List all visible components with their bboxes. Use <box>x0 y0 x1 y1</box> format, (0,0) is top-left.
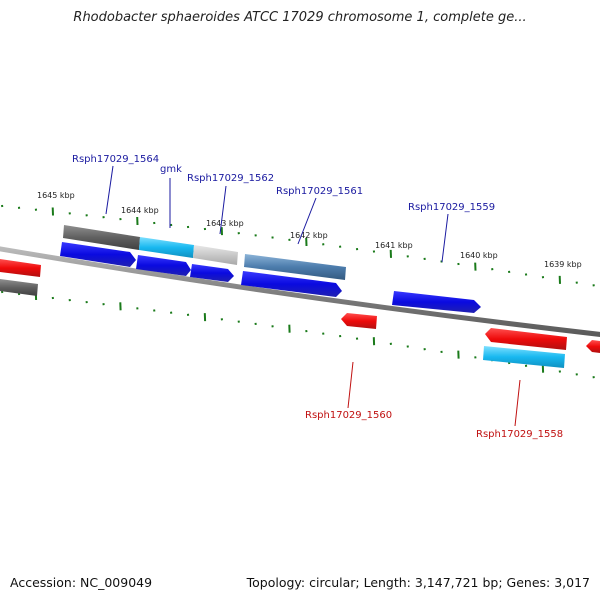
chromosome-backbone <box>0 246 600 337</box>
scale-label: 1644 kbp <box>121 206 159 215</box>
gene-label[interactable]: Rsph17029_1560 <box>305 410 392 421</box>
gene-label[interactable]: Rsph17029_1562 <box>187 173 274 184</box>
gene-left-edge-feature[interactable] <box>0 259 41 277</box>
gene-label[interactable]: Rsph17029_1559 <box>408 202 495 213</box>
gene-rsph17029-1564-arrow[interactable] <box>60 242 136 267</box>
topology-text: Topology: circular; Length: 3,147,721 bp… <box>246 575 590 590</box>
scale-label: 1643 kbp <box>206 219 244 228</box>
scale-label: 1641 kbp <box>375 241 413 250</box>
gene-rsph17029-1561-feature[interactable] <box>244 254 346 280</box>
scale-ticks-reverse <box>1 290 595 379</box>
gene-label[interactable]: Rsph17029_1561 <box>276 186 363 197</box>
gene-gmk-arrow[interactable] <box>136 255 191 276</box>
scale-label: 1639 kbp <box>544 260 582 269</box>
gene-rsph17029-1564-feature[interactable] <box>63 225 140 250</box>
gene-rsph17029-1559-arrow[interactable] <box>392 291 481 313</box>
map-title: Rhodobacter sphaeroides ATCC 17029 chrom… <box>73 10 527 25</box>
gene-label[interactable]: Rsph17029_1558 <box>476 429 563 440</box>
gene-rsph17029-1562-feature[interactable] <box>193 245 238 265</box>
scale-label: 1642 kbp <box>290 231 328 240</box>
scale-label: 1645 kbp <box>37 191 75 200</box>
gene-rsph17029-1560-arrow[interactable] <box>341 313 377 329</box>
accession-text: Accession: NC_009049 <box>10 575 153 590</box>
gene-rsph17029-1562-arrow[interactable] <box>190 264 234 282</box>
gene-rsph17029-1561-arrow[interactable] <box>241 271 342 297</box>
gene-gmk-feature[interactable] <box>139 237 194 258</box>
label-leaders <box>105 165 521 427</box>
scale-ticks-forward <box>1 204 595 287</box>
gene-right-edge-feature[interactable] <box>586 340 600 353</box>
gene-rsph17029-1558-arrow[interactable] <box>485 328 567 350</box>
gene-label[interactable]: Rsph17029_1564 <box>72 154 159 165</box>
gene-rsph17029-1558-feature[interactable] <box>483 346 565 368</box>
gene-left-edge-grey-feature[interactable] <box>0 279 38 296</box>
scale-label: 1640 kbp <box>460 251 498 260</box>
gene-label[interactable]: gmk <box>160 164 182 175</box>
